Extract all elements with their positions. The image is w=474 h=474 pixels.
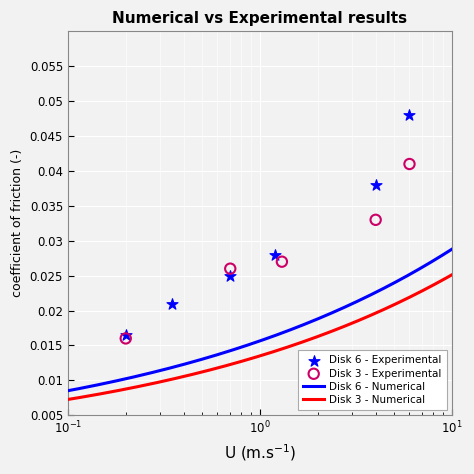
Disk 3 - Numerical xyxy=(340,324,346,330)
Disk 6 - Experimental xyxy=(372,181,380,189)
Disk 3 - Experimental xyxy=(278,258,286,265)
Disk 3 - Numerical xyxy=(56,398,62,404)
Disk 6 - Numerical xyxy=(56,390,62,395)
Disk 6 - Experimental xyxy=(227,272,234,280)
Disk 3 - Numerical xyxy=(449,272,455,277)
Disk 6 - Numerical xyxy=(103,380,109,386)
Disk 6 - Numerical xyxy=(449,246,455,252)
Disk 3 - Numerical xyxy=(342,323,347,329)
Legend: Disk 6 - Experimental, Disk 3 - Experimental, Disk 6 - Numerical, Disk 3 - Numer: Disk 6 - Experimental, Disk 3 - Experime… xyxy=(298,350,447,410)
Disk 6 - Numerical xyxy=(342,304,347,310)
Disk 3 - Numerical xyxy=(103,390,109,396)
Disk 3 - Numerical xyxy=(184,373,190,379)
Disk 6 - Experimental xyxy=(169,300,176,307)
Disk 3 - Numerical xyxy=(212,366,218,372)
Disk 6 - Experimental xyxy=(406,111,413,119)
X-axis label: U (m.s$^{-1}$): U (m.s$^{-1}$) xyxy=(224,442,296,463)
Disk 6 - Numerical xyxy=(184,361,190,366)
Disk 6 - Experimental xyxy=(122,331,129,339)
Line: Disk 6 - Numerical: Disk 6 - Numerical xyxy=(59,249,452,392)
Disk 3 - Experimental xyxy=(406,160,413,168)
Disk 3 - Numerical xyxy=(303,338,309,344)
Disk 3 - Experimental xyxy=(227,265,234,273)
Disk 3 - Experimental xyxy=(122,335,129,342)
Disk 3 - Experimental xyxy=(372,216,380,224)
Y-axis label: coefficient of friction (-): coefficient of friction (-) xyxy=(11,149,24,297)
Line: Disk 3 - Numerical: Disk 3 - Numerical xyxy=(59,274,452,401)
Disk 6 - Numerical xyxy=(340,305,346,311)
Disk 6 - Numerical xyxy=(212,353,218,358)
Title: Numerical vs Experimental results: Numerical vs Experimental results xyxy=(112,11,408,26)
Disk 6 - Numerical xyxy=(303,321,309,327)
Disk 6 - Experimental xyxy=(272,251,279,258)
